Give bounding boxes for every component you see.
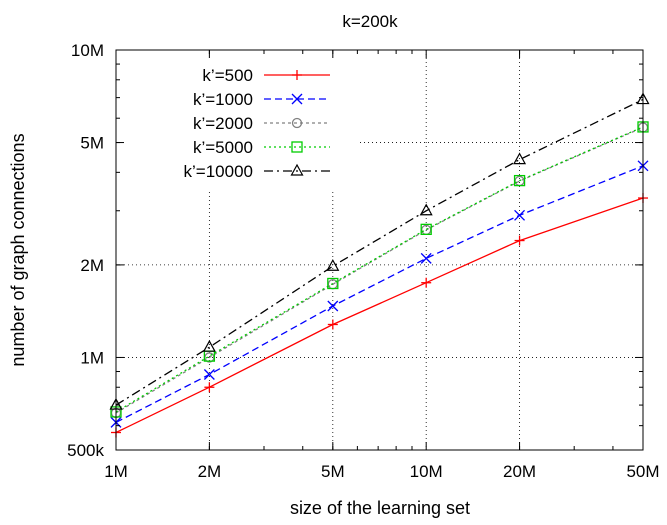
legend: k’=500 k’=1000 k’=2000 k’=5000 k’=10000 (184, 66, 330, 181)
x-tick-label: 10M (410, 462, 443, 481)
legend-label: k’=2000 (193, 114, 253, 133)
series-0 (111, 193, 648, 438)
marker-circle (291, 117, 303, 129)
y-tick-label: 10M (71, 41, 104, 60)
x-tick-label: 1M (104, 462, 128, 481)
marker-triangle (290, 163, 304, 176)
series-layer (109, 92, 650, 438)
marker-x (420, 252, 432, 264)
marker-square (420, 223, 432, 236)
x-tick-label: 2M (198, 462, 222, 481)
y-tick-label: 5M (80, 134, 104, 153)
grid (116, 50, 643, 450)
legend-entry: k’=2000 (193, 114, 330, 133)
legend-label: k’=5000 (193, 138, 253, 157)
series-line (115, 197, 644, 434)
y-tick-label: 1M (80, 348, 104, 367)
y-axis-title: number of graph connections (8, 133, 28, 366)
x-tick-label: 50M (626, 462, 659, 481)
marker-triangle (326, 258, 340, 271)
marker-square (291, 141, 303, 153)
legend-entry: k’=500 (202, 66, 330, 85)
series-line (115, 98, 644, 406)
marker-x (327, 300, 339, 312)
marker-x (291, 93, 303, 105)
chart-title: k=200k (342, 12, 398, 31)
marker-x (514, 209, 526, 221)
series-line (115, 126, 644, 413)
marker-triangle (419, 203, 433, 216)
marker-x (203, 369, 215, 380)
legend-label: k’=10000 (184, 162, 253, 181)
marker-square (513, 174, 526, 187)
y-tick-label: 500k (67, 441, 104, 460)
x-tick-label: 5M (321, 462, 345, 481)
series-line (115, 165, 644, 423)
y-tick-label: 2M (80, 256, 104, 275)
marker-triangle (513, 152, 527, 165)
x-tick-label: 20M (503, 462, 536, 481)
legend-entry: k’=5000 (193, 138, 330, 157)
x-axis-title: size of the learning set (290, 498, 470, 518)
series-1 (110, 160, 649, 428)
marker-square (327, 277, 339, 290)
marker-triangle (202, 339, 216, 352)
legend-entry: k’=10000 (184, 162, 330, 181)
series-4 (109, 92, 650, 410)
legend-entry: k’=1000 (193, 90, 330, 109)
series-3 (110, 121, 649, 418)
plot-frame (115, 49, 644, 451)
legend-label: k’=1000 (193, 90, 253, 109)
legend-label: k’=500 (202, 66, 253, 85)
